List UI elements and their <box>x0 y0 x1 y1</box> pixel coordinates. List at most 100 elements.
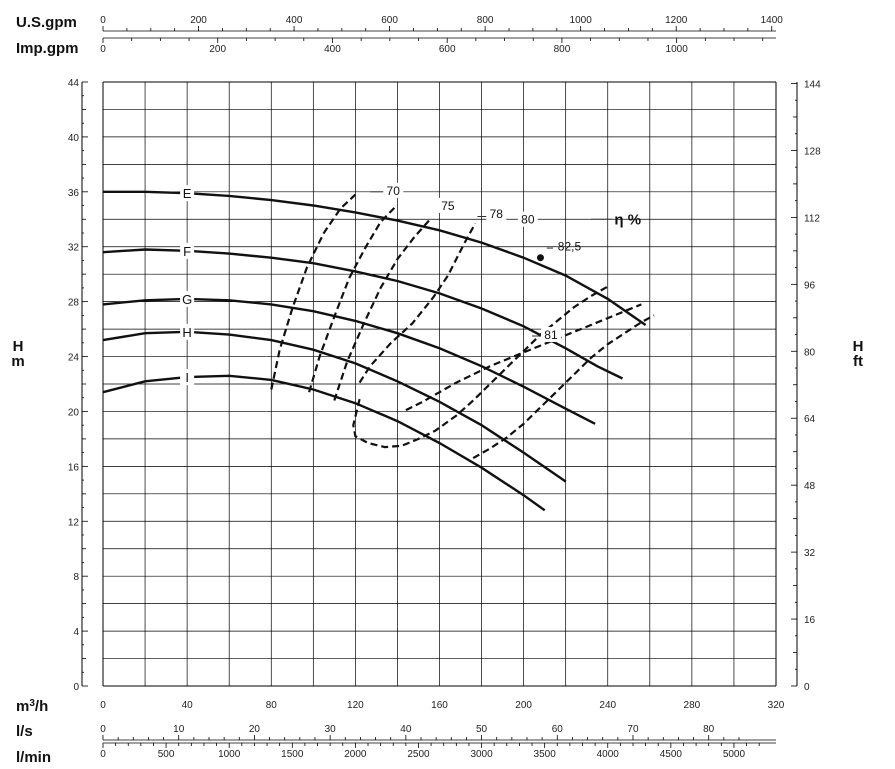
secondary-tick-label: 2500 <box>407 749 430 760</box>
y-left-tick-label: 16 <box>68 462 80 473</box>
y-right-tick-label: 32 <box>804 548 816 559</box>
secondary-tick-label: 200 <box>209 44 226 55</box>
efficiency-label-bg <box>540 326 561 342</box>
x-tick-label: 160 <box>431 700 448 711</box>
curve-label-bg <box>180 323 195 340</box>
curve-label-i: I <box>185 370 189 385</box>
secondary-tick-label: 70 <box>627 724 639 735</box>
efficiency-label-bg <box>437 197 458 213</box>
curve-label-h: H <box>182 325 191 340</box>
secondary-tick-label: 10 <box>173 724 185 735</box>
secondary-tick-label: 1000 <box>666 44 689 55</box>
y-right-tick-label: 48 <box>804 481 816 492</box>
curve-label-f: F <box>183 244 191 259</box>
y-left-tick-label: 40 <box>68 133 80 144</box>
efficiency-label-bg <box>486 206 507 222</box>
y-left-tick-label: 0 <box>73 682 79 693</box>
secondary-tick-label: 1200 <box>665 15 688 26</box>
curve-label-bg <box>180 369 195 386</box>
efficiency-curve <box>352 285 609 449</box>
secondary-tick-label: 200 <box>190 15 207 26</box>
secondary-tick-label: 400 <box>324 44 341 55</box>
x-tick-label: 240 <box>599 700 616 711</box>
x-unit-sup: 3 <box>29 698 35 709</box>
efficiency-label: 78 <box>490 207 504 221</box>
secondary-tick-label: 0 <box>100 749 106 760</box>
y-right-unit-h: H <box>853 338 864 355</box>
y-left-tick-label: 4 <box>73 627 79 638</box>
head-curve-h <box>102 330 567 483</box>
secondary-tick-label: 2000 <box>344 749 367 760</box>
y-right-tick-label: 128 <box>804 146 821 157</box>
efficiency-curve <box>333 219 430 401</box>
y-left-tick-label: 28 <box>68 298 80 309</box>
secondary-tick-label: 0 <box>100 724 106 735</box>
y-right-tick-label: 16 <box>804 615 816 626</box>
secondary-tick-label: 800 <box>477 15 494 26</box>
y-right-tick-label: 96 <box>804 280 816 291</box>
curve-label-bg <box>180 242 195 259</box>
efficiency-label: 70 <box>387 184 401 198</box>
secondary-tick-label: 0 <box>100 15 106 26</box>
curve-label-bg <box>180 290 195 307</box>
secondary-tick-label: 600 <box>439 44 456 55</box>
curve-label-g: G <box>182 292 192 307</box>
best-efficiency-point <box>536 254 544 262</box>
secondary-tick-label: 20 <box>249 724 261 735</box>
curve-label-e: E <box>183 186 192 201</box>
y-right-tick-label: 144 <box>804 79 821 90</box>
best-efficiency-label: 82,5 <box>558 240 582 254</box>
y-left-tick-label: 24 <box>68 353 80 364</box>
y-right-unit-ft: ft <box>853 353 863 370</box>
y-left-tick-label: 8 <box>73 572 79 583</box>
secondary-tick-label: 4500 <box>660 749 683 760</box>
y-left-tick-label: 12 <box>68 517 80 528</box>
y-right-tick-label: 64 <box>804 414 816 425</box>
x-tick-label: 40 <box>182 700 194 711</box>
y-right-tick-label: 112 <box>804 213 820 224</box>
y-left-tick-label: 32 <box>68 243 80 254</box>
x-tick-label: 80 <box>266 700 278 711</box>
y-right-tick-label: 80 <box>804 347 816 358</box>
y-left-tick-label: 36 <box>68 188 80 199</box>
secondary-tick-label: 5000 <box>723 749 746 760</box>
secondary-tick-label: 600 <box>381 15 398 26</box>
secondary-tick-label: 3500 <box>534 749 557 760</box>
y-left-unit-h: H <box>13 338 24 355</box>
secondary-tick-label: 3000 <box>470 749 493 760</box>
chart-axes: 048121620242832364044Hm01632486480961121… <box>11 14 863 766</box>
x-unit-m3h: m3/h <box>16 698 48 715</box>
y-left-unit-m: m <box>11 353 24 370</box>
x-tick-label: 320 <box>768 700 785 711</box>
secondary-tick-label: 1000 <box>570 15 593 26</box>
efficiency-label: 80 <box>521 213 535 227</box>
efficiency-curve <box>270 193 357 390</box>
efficiency-label-bg <box>517 211 538 227</box>
head-curve-i <box>102 374 546 512</box>
efficiency-eta-label: η % <box>614 211 641 228</box>
efficiency-curve <box>405 303 642 412</box>
efficiency-curve <box>308 206 397 393</box>
x-tick-label: 280 <box>684 700 701 711</box>
secondary-axis-unit: Imp.gpm <box>16 40 79 57</box>
secondary-tick-label: 800 <box>554 44 571 55</box>
y-left-tick-label: 20 <box>68 407 80 418</box>
secondary-tick-label: 0 <box>100 44 106 55</box>
x-unit-rest: /h <box>35 698 48 715</box>
secondary-tick-label: 1500 <box>281 749 304 760</box>
secondary-axis-unit: U.S.gpm <box>16 14 77 31</box>
secondary-tick-label: 1400 <box>761 15 784 26</box>
secondary-tick-label: 30 <box>325 724 337 735</box>
x-tick-label: 120 <box>347 700 364 711</box>
secondary-axis-unit: l/s <box>16 723 33 740</box>
secondary-tick-label: 500 <box>158 749 175 760</box>
secondary-tick-label: 50 <box>476 724 488 735</box>
secondary-axis-unit: l/min <box>16 749 51 766</box>
secondary-tick-label: 4000 <box>597 749 620 760</box>
efficiency-label: 81 <box>544 328 558 342</box>
secondary-tick-label: 40 <box>400 724 412 735</box>
chart-labels: E F G H I 70 75 78 80 81 η % 82,5 <box>180 182 641 386</box>
y-right-tick-label: 0 <box>804 682 810 693</box>
secondary-tick-label: 80 <box>703 724 715 735</box>
